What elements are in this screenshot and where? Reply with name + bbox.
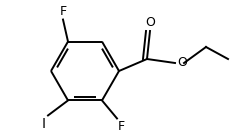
Text: F: F bbox=[118, 120, 125, 133]
Text: O: O bbox=[145, 16, 155, 29]
Text: I: I bbox=[42, 117, 46, 131]
Text: O: O bbox=[177, 56, 187, 70]
Text: F: F bbox=[59, 5, 67, 18]
